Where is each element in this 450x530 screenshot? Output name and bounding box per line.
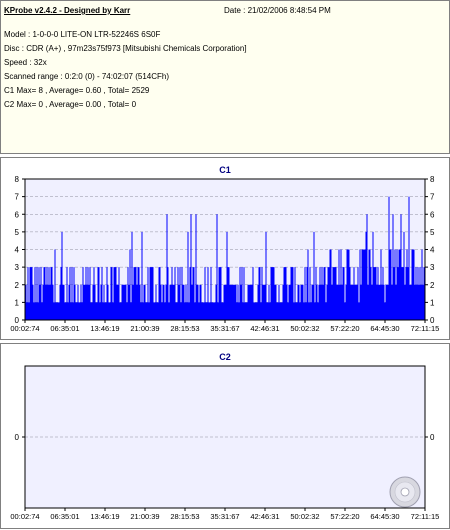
x-tick-label: 35:31:67 <box>210 324 239 333</box>
y-tick-label-right: 0 <box>430 433 435 442</box>
scanned-range: Scanned range : 0:2:0 (0) - 74:02:07 (51… <box>4 72 169 81</box>
x-tick-label: 35:31:67 <box>210 512 239 521</box>
x-tick-label: 21:00:39 <box>130 324 159 333</box>
y-tick-label-right: 8 <box>430 175 435 184</box>
x-tick-label: 00:02:74 <box>10 324 39 333</box>
c1-stats: C1 Max= 8 , Average= 0.60 , Total= 2529 <box>4 86 150 95</box>
y-tick-label-left: 2 <box>15 281 20 290</box>
x-tick-label: 06:35:01 <box>50 512 79 521</box>
speed-info: Speed : 32x <box>4 58 47 67</box>
y-tick-label-left: 1 <box>15 298 20 307</box>
c1-chart: C1 0 0 1 1 2 2 3 3 4 4 5 5 6 6 7 7 8 8 00:02:74 06:35:01 13:4… <box>10 165 440 333</box>
plot-border <box>24 178 426 321</box>
x-tick-label: 42:46:31 <box>250 324 279 333</box>
y-tick-label-right: 3 <box>430 263 435 272</box>
x-tick-label: 57:22:20 <box>330 324 359 333</box>
x-tick-label: 64:45:30 <box>370 324 399 333</box>
disc-info: Disc : CDR (A+) , 97m23s75f973 [Mitsubis… <box>4 44 247 53</box>
scan-date: Date : 21/02/2006 8:48:54 PM <box>224 6 331 15</box>
x-tick-label: 50:02:32 <box>290 512 319 521</box>
y-tick-label-left: 8 <box>15 175 20 184</box>
y-tick-label-left: 0 <box>15 316 20 325</box>
y-tick-label-right: 7 <box>430 193 435 202</box>
drive-model: Model : 1-0-0-0 LITE-ON LTR-52246S 6S0F <box>4 30 161 39</box>
y-tick-label-right: 4 <box>430 246 435 255</box>
x-tick-label: 64:45:30 <box>370 512 399 521</box>
x-tick-label: 13:46:19 <box>90 324 119 333</box>
c1-bars <box>25 196 425 320</box>
y-tick-label-right: 0 <box>430 316 435 325</box>
y-tick-label-right: 5 <box>430 228 435 237</box>
x-tick-label: 06:35:01 <box>50 324 79 333</box>
x-tick-label: 13:46:19 <box>90 512 119 521</box>
c2-stats: C2 Max= 0 , Average= 0.00 , Total= 0 <box>4 100 137 109</box>
y-tick-label-right: 1 <box>430 298 435 307</box>
x-tick-label: 00:02:74 <box>10 512 39 521</box>
chart-title: C2 <box>219 352 231 362</box>
y-tick-label-left: 0 <box>15 433 20 442</box>
c1-chart-panel: C1 0 0 1 1 2 2 3 3 4 4 5 5 6 6 7 7 8 8 00:02:74 06:35:01 13:4… <box>0 157 450 340</box>
y-tick-label-left: 3 <box>15 263 20 272</box>
disc-icon <box>389 476 421 508</box>
x-tick-label: 42:46:31 <box>250 512 279 521</box>
x-tick-label: 72:11:15 <box>411 512 440 521</box>
x-tick-label: 72:11:15 <box>411 324 440 333</box>
plot-border <box>24 365 426 509</box>
y-tick-label-right: 6 <box>430 210 435 219</box>
chart-title: C1 <box>219 165 231 175</box>
y-tick-label-left: 6 <box>15 210 20 219</box>
y-tick-label-left: 4 <box>15 246 20 255</box>
c2-chart-panel: C2 0 0 00:02:74 06:35:01 13:46:19 21:00:39 28:1… <box>0 343 450 529</box>
x-tick-label: 50:02:32 <box>290 324 319 333</box>
y-tick-label-left: 5 <box>15 228 20 237</box>
y-tick-label-right: 2 <box>430 281 435 290</box>
c2-chart: C2 0 0 00:02:74 06:35:01 13:46:19 21:00:39 28:1… <box>10 352 440 521</box>
x-tick-label: 28:15:53 <box>170 324 199 333</box>
x-tick-label: 57:22:20 <box>330 512 359 521</box>
x-tick-label: 28:15:53 <box>170 512 199 521</box>
y-tick-label-left: 7 <box>15 193 20 202</box>
app-title: KProbe v2.4.2 - Designed by Karr <box>4 6 131 15</box>
x-tick-label: 21:00:39 <box>130 512 159 521</box>
info-panel: KProbe v2.4.2 - Designed by Karr Date : … <box>0 0 450 154</box>
